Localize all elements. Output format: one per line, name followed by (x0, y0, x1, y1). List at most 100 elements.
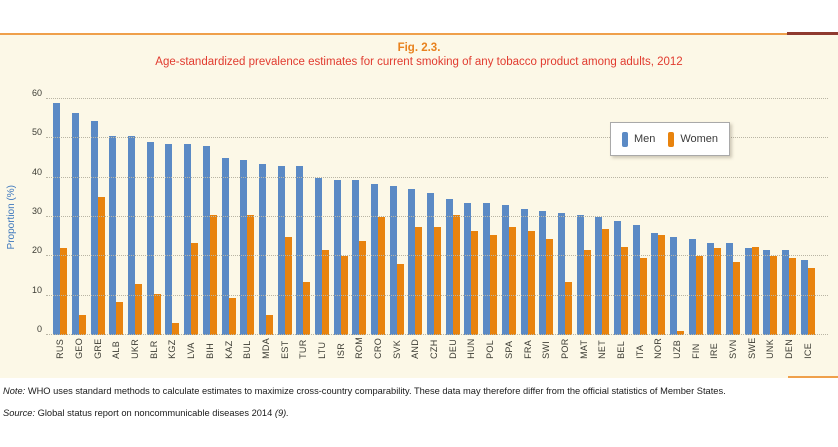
bar-women-FIN (695, 256, 703, 335)
bar-group-IRE (705, 99, 724, 335)
bar-women-EST (284, 236, 292, 335)
x-tick-label: UZB (672, 340, 683, 359)
x-tick-label: SWI (541, 341, 552, 359)
bar-men-UNK (763, 250, 771, 335)
bar-women-BUL (247, 215, 255, 335)
x-tick-cell: RUS (51, 337, 70, 359)
bar-group-SVN (724, 99, 743, 335)
legend-item-men: Men (621, 131, 655, 147)
gridline (46, 176, 828, 178)
bar-group-DEU (443, 99, 462, 335)
bar-group-UNK (761, 99, 780, 335)
gridline (46, 294, 828, 296)
bar-group-POL (481, 99, 500, 335)
top-rule-accent (787, 32, 838, 35)
bar-men-AND (408, 189, 416, 335)
x-tick-label: POL (485, 339, 496, 359)
bar-group-DEN (780, 99, 799, 335)
x-tick-cell: FIN (686, 337, 705, 359)
bar-group-ICE (799, 99, 818, 335)
bar-group-ROM (350, 99, 369, 335)
bar-men-CRO (371, 183, 379, 335)
bar-men-NET (595, 217, 603, 335)
gridline (46, 334, 828, 335)
bar-group-ISR (331, 99, 350, 335)
bar-men-BLR (146, 142, 154, 335)
x-tick-label: BLR (148, 340, 159, 359)
x-tick-cell: UZB (668, 337, 687, 359)
x-tick-label: UKR (130, 339, 141, 359)
source-label: Source: (3, 408, 36, 418)
bar-group-CZH (425, 99, 444, 335)
x-tick-cell: KAZ (219, 337, 238, 359)
bar-group-EST (275, 99, 294, 335)
x-tick-label: POR (559, 338, 570, 359)
y-tick-label: 10 (31, 284, 42, 295)
bar-women-ROM (359, 240, 367, 335)
x-tick-label: EST (279, 340, 290, 359)
note-label: Note: (3, 386, 26, 396)
x-tick-cell: ISR (331, 337, 350, 359)
bar-women-BLR (153, 293, 161, 335)
bar-men-ROM (352, 179, 360, 335)
legend-women-label: Women (680, 133, 719, 145)
bar-women-POL (490, 234, 498, 335)
bar-men-DEN (782, 250, 790, 335)
bar-women-SWE (751, 246, 759, 335)
bar-group-BLR (144, 99, 163, 335)
x-tick-label: BEL (615, 340, 626, 359)
x-tick-label: TUR (298, 339, 309, 359)
bar-men-TUR (296, 165, 304, 335)
bar-group-SPA (500, 99, 519, 335)
x-tick-label: FRA (522, 340, 533, 359)
bar-men-KGZ (165, 144, 173, 335)
x-tick-cell: GEO (70, 337, 89, 359)
x-tick-label: NET (597, 340, 608, 359)
bar-women-AND (415, 226, 423, 335)
bar-women-ALB (116, 301, 124, 335)
source-ref: (9). (274, 408, 289, 418)
bar-women-SWI (546, 238, 554, 335)
figure-title: Age-standardized prevalence estimates fo… (155, 56, 683, 68)
bar-group-BEL (612, 99, 631, 335)
x-tick-cell: SVN (724, 337, 743, 359)
x-tick-label: GRE (92, 338, 103, 359)
x-tick-cell: BIH (201, 337, 220, 359)
x-tick-label: MDA (260, 338, 271, 359)
bar-men-DEU (445, 199, 453, 335)
x-tick-label: BIH (204, 343, 215, 359)
x-tick-cell: DEU (443, 337, 462, 359)
bar-women-GRE (97, 197, 105, 335)
bar-men-ICE (800, 260, 808, 335)
legend-men-marker (621, 131, 628, 147)
bar-women-IRE (714, 248, 722, 335)
gridline (46, 216, 828, 217)
x-tick-label: ISR (335, 343, 346, 359)
bar-women-LTU (321, 250, 329, 335)
y-tick-label: 50 (31, 127, 42, 138)
x-tick-cell: ICE (799, 337, 818, 359)
legend-item-women: Women (668, 131, 719, 147)
bar-women-UZB (677, 331, 685, 335)
bar-men-HUN (464, 203, 472, 335)
x-tick-label: SVK (391, 339, 402, 359)
bar-group-SWE (742, 99, 761, 335)
note-text: WHO uses standard methods to calculate e… (25, 386, 726, 396)
bar-women-DEU (452, 215, 460, 335)
y-tick-label: 30 (31, 206, 42, 216)
top-rule (0, 33, 838, 35)
legend-women-marker (668, 131, 675, 147)
x-tick-cell: LVA (182, 337, 201, 359)
bar-group-ALB (107, 99, 126, 335)
x-tick-cell: SVK (387, 337, 406, 359)
x-tick-label: CZH (429, 339, 440, 359)
plot-area: 0 10 20 30 40 50 60 (32, 88, 828, 335)
bar-group-SVK (387, 99, 406, 335)
x-tick-cell: POR (556, 337, 575, 359)
x-tick-label: KGZ (167, 339, 178, 359)
x-tick-cell: IRE (705, 337, 724, 359)
x-tick-cell: HUN (462, 337, 481, 359)
bar-women-BEL (620, 246, 628, 335)
bar-women-SVK (396, 264, 404, 335)
legend: Men Women (610, 122, 730, 156)
